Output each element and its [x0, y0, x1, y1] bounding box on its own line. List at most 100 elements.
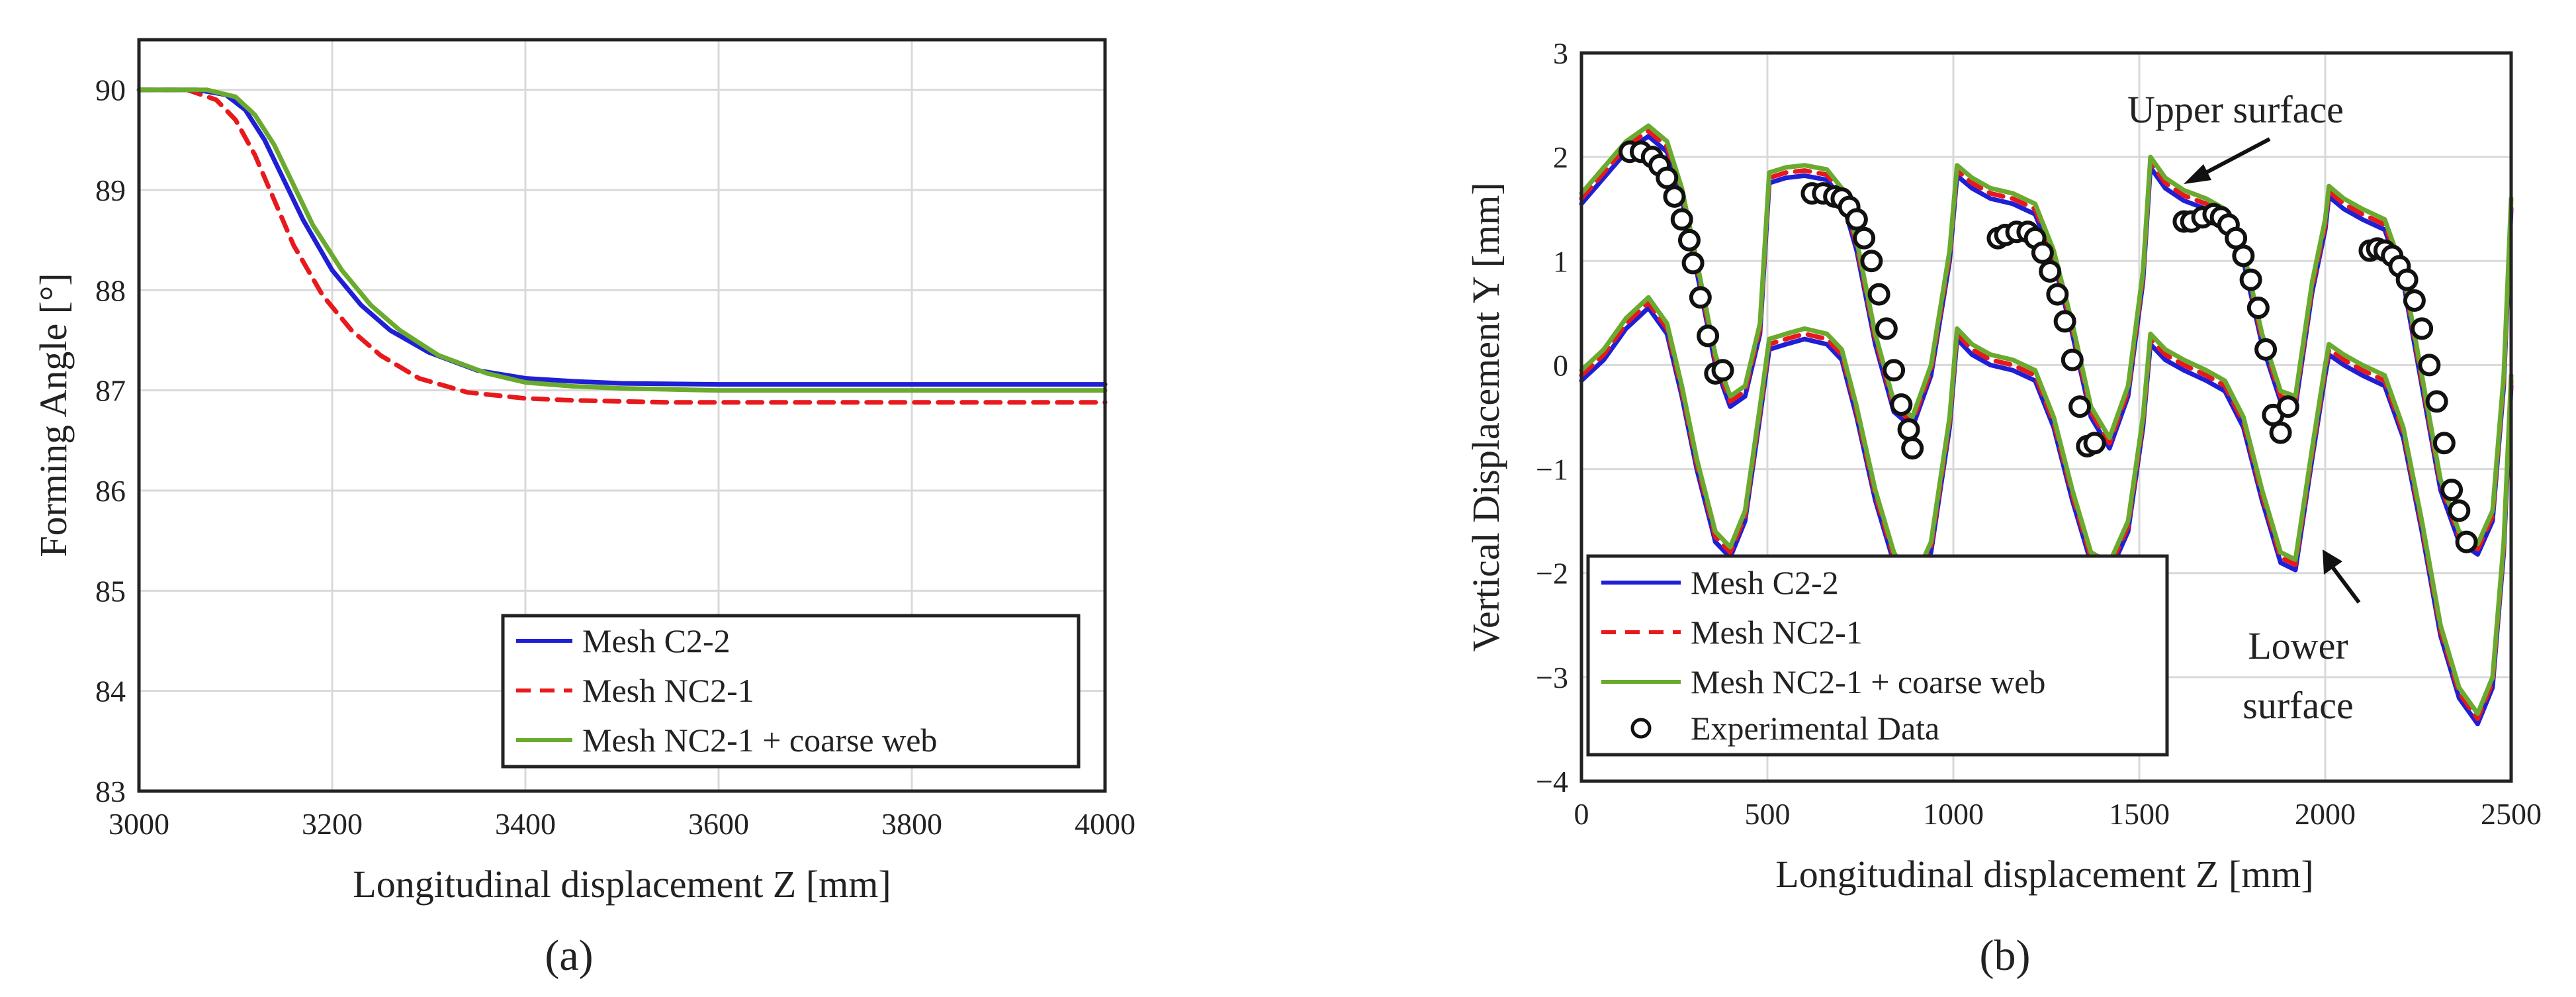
series-group-a — [136, 87, 1108, 405]
data-point — [1897, 418, 1920, 441]
data-point — [2254, 338, 2278, 361]
data-point — [2061, 348, 2084, 371]
data-point — [2276, 395, 2299, 418]
y-tick-label: 83 — [95, 775, 126, 808]
data-point — [1860, 250, 1883, 273]
data-point — [2046, 283, 2069, 306]
series-group-b — [1579, 123, 2514, 727]
y-tick-label: 89 — [95, 173, 126, 207]
legend-b: Mesh C2-2 Mesh NC2-1 Mesh NC2-1 + coarse… — [1586, 554, 2169, 757]
plot-frame-a — [137, 38, 1107, 793]
series-line — [136, 87, 1108, 387]
data-point — [2232, 244, 2255, 267]
data-point — [2448, 499, 2471, 522]
y-tick-label: 84 — [95, 675, 126, 708]
data-point — [2031, 241, 2054, 264]
x-tick-label: 3000 — [109, 807, 169, 841]
data-point — [1875, 317, 1898, 340]
y-tick-label: 90 — [95, 73, 126, 107]
annotation-arrow-upper — [2196, 137, 2271, 179]
annotation-arrowhead-upper — [2184, 164, 2211, 184]
y-tick-label: 86 — [95, 474, 126, 508]
x-tick-label: 4000 — [1075, 807, 1135, 841]
y-tick-label: −4 — [1536, 765, 1568, 798]
data-point — [2425, 390, 2448, 413]
legend-label-a-2: Mesh NC2-1 + coarse web — [582, 722, 937, 759]
x-tick-label: 3600 — [688, 807, 749, 841]
y-axis-label-a: Forming Angle [°] — [32, 273, 75, 557]
series-line — [136, 87, 1108, 405]
legend-label-a-1: Mesh NC2-1 — [582, 672, 754, 709]
legend-label-a-0: Mesh C2-2 — [582, 622, 731, 659]
panel-label-a: (a) — [545, 931, 593, 980]
data-point — [2039, 260, 2062, 283]
x-axis-label-a: Longitudinal displacement Z [mm] — [353, 863, 891, 906]
data-point — [2403, 289, 2426, 312]
legend-label-b-3: Experimental Data — [1691, 710, 1939, 747]
legend-box-b — [1586, 554, 2169, 757]
data-point — [1670, 208, 1693, 231]
data-point — [1689, 286, 1712, 309]
annotation-upper-surface: Upper surface — [2127, 88, 2344, 131]
y-tick-label: 85 — [95, 574, 126, 608]
data-point — [2411, 317, 2434, 340]
panel-label-b: (b) — [1980, 931, 2031, 980]
series-line — [1579, 295, 2514, 716]
x-tick-label: 3200 — [302, 807, 363, 841]
y-tick-label: 0 — [1553, 348, 1568, 382]
x-tick-label: 0 — [1574, 797, 1589, 831]
x-tick-label: 3800 — [881, 807, 942, 841]
annotation-arrow-lower — [2327, 561, 2361, 604]
data-point — [2418, 354, 2441, 377]
data-point — [1845, 208, 1868, 231]
y-tick-label: 3 — [1553, 36, 1568, 70]
data-point — [2083, 432, 2106, 455]
legend-label-b-0: Mesh C2-2 — [1691, 564, 1839, 601]
x-tick-label: 500 — [1745, 797, 1791, 831]
y-tick-label: 2 — [1553, 140, 1568, 174]
data-point — [2246, 297, 2270, 319]
x-tick-label: 3400 — [495, 807, 556, 841]
legend-a: Mesh C2-2 Mesh NC2-1 Mesh NC2-1 + coarse… — [501, 614, 1081, 769]
data-point — [1883, 359, 1906, 382]
legend-box-a — [501, 614, 1081, 769]
y-tick-label: −3 — [1536, 661, 1568, 694]
legend-label-b-1: Mesh NC2-1 — [1691, 614, 1863, 651]
y-tick-label: 87 — [95, 374, 126, 408]
ticks-b: 0 500 1000 1500 2000 2500 −4 −3 −2 −1 0 1 2 3 — [1536, 36, 2542, 831]
data-point — [1697, 324, 1720, 348]
y-tick-label: 1 — [1553, 244, 1568, 278]
annotation-lower-line1: Lower — [2248, 624, 2348, 667]
data-point — [1853, 226, 1876, 250]
x-tick-label: 1000 — [1923, 797, 1984, 831]
y-tick-label: −1 — [1536, 453, 1568, 487]
y-tick-label: −2 — [1536, 557, 1568, 591]
y-axis-label-b: Vertical Displacement Y [mm] — [1464, 182, 1507, 651]
y-tick-label: 88 — [95, 273, 126, 307]
panel-b: 0 500 1000 1500 2000 2500 −4 −3 −2 −1 0 1 2 3 Longitu… — [1464, 36, 2542, 980]
x-axis-label-b: Longitudinal displacement Z [mm] — [1775, 853, 2313, 896]
data-point — [2432, 432, 2456, 455]
data-point — [2455, 530, 2478, 553]
annotation-lower-line2: surface — [2243, 684, 2353, 727]
data-point — [2269, 421, 2292, 444]
data-point — [1663, 185, 1686, 208]
plot-frame-b — [1579, 51, 2513, 783]
series-line — [136, 87, 1108, 393]
data-point — [2053, 310, 2076, 333]
data-point — [2440, 479, 2464, 501]
panel-a: 3000 3200 3400 3600 3800 4000 83 84 85 86 87 88 89 90… — [32, 38, 1135, 980]
ticks-a: 3000 3200 3400 3600 3800 4000 83 84 85 86 87 88 89 90 — [95, 73, 1135, 841]
data-point — [1901, 437, 1924, 460]
grid-a — [139, 40, 1105, 791]
data-point — [1867, 283, 1890, 306]
x-tick-label: 1500 — [2109, 797, 2170, 831]
data-point — [1711, 359, 1734, 382]
data-point — [2239, 268, 2262, 291]
data-point — [1681, 252, 1705, 275]
legend-swatch-b-3 — [1630, 718, 1652, 739]
x-tick-label: 2000 — [2295, 797, 2356, 831]
legend-label-b-2: Mesh NC2-1 + coarse web — [1691, 663, 2045, 700]
data-point — [2068, 395, 2092, 418]
